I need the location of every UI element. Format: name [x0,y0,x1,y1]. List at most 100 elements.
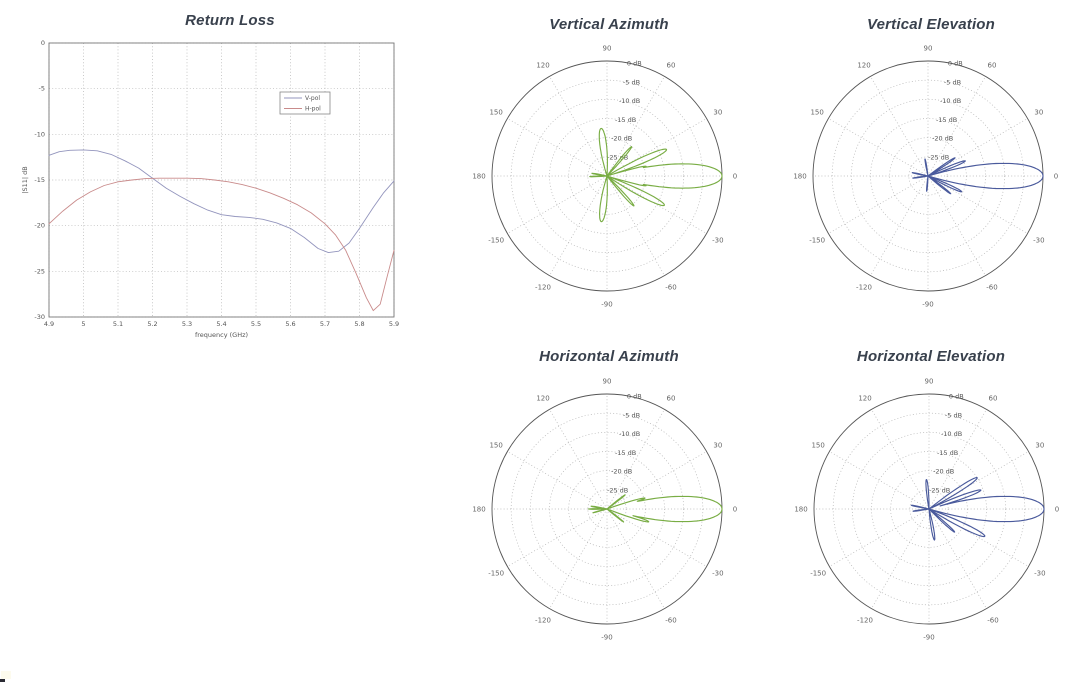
polar-spoke [828,175,929,234]
radiation-pattern-path [589,127,723,223]
corner-artifact [0,671,11,682]
polar-ring [549,451,665,567]
polar-spoke [507,118,608,177]
y-tick-label: -5 [39,85,45,93]
polar-ring [529,98,685,254]
angle-tick-label: -60 [987,616,998,624]
angle-tick-label: 150 [489,109,502,117]
db-tick-label: -5 dB [945,411,962,419]
polar-ring [549,118,665,234]
x-tick-label: 5.2 [147,320,157,328]
y-tick-label: -20 [34,222,45,230]
angle-tick-label: 60 [988,62,997,70]
db-tick-label: 0 dB [627,393,642,401]
angle-tick-label: -90 [922,301,933,309]
db-tick-label: -15 dB [936,116,957,124]
db-tick-label: -20 dB [611,468,632,476]
vertical-azimuth-polar-plot: 0 30 60 90 120 150 180 -150 -120 -90 -60 -30 0 dB -5 … [472,45,737,309]
polar-ring [890,470,968,548]
db-tick-label: -10 dB [619,430,640,438]
angle-tick-label: 90 [603,45,612,53]
vertical-elevation-title: Vertical Elevation [866,16,996,33]
angle-tick-label: 120 [536,395,549,403]
angle-labels: 0 30 60 90 120 150 180 -150 -120 -90 -60 -30 [472,45,737,309]
polar-ring [568,470,646,548]
angle-tick-label: 0 [733,173,737,181]
horizontal-elevation-polar-plot: 0 30 60 90 120 150 180 -150 -120 -90 -60 -30 0 dB -5 … [794,378,1059,642]
polar-ring [832,412,1026,606]
angle-tick-label: 150 [489,442,502,450]
series-h-pol-line [48,177,395,312]
x-tick-label: 5.5 [251,320,261,328]
db-tick-label: -5 dB [623,78,640,86]
angle-tick-label: 120 [857,62,870,70]
polar-ring [851,431,1007,587]
db-labels: 0 dB -5 dB -10 dB -15 dB -20 dB -25 dB [607,393,642,495]
polar-spoke [870,175,929,276]
y-tick-label: -10 [34,130,45,138]
angle-tick-label: 60 [667,62,676,70]
polar-spoke [549,508,608,609]
angle-tick-label: -120 [857,616,873,624]
y-tick-label: -30 [34,313,45,321]
angle-tick-label: 0 [733,506,737,514]
angle-tick-label: 0 [1054,173,1058,181]
legend-label: V-pol [305,95,320,102]
angle-tick-label: 150 [810,109,823,117]
polar-ring [831,79,1025,273]
legend: V-pol H-pol [279,91,331,115]
angle-tick-label: 30 [1034,109,1043,117]
polar-ring [871,451,987,567]
angle-tick-label: 120 [536,62,549,70]
x-tick-label: 5.9 [389,320,399,328]
legend-label: H-pol [305,106,321,113]
angle-tick-label: 180 [472,173,485,181]
polar-ring [510,79,704,273]
angle-tick-label: -30 [1033,237,1044,245]
polar-spoke [507,175,608,234]
angle-tick-label: -60 [665,616,676,624]
db-tick-label: 0 dB [949,393,964,401]
angle-tick-label: 60 [667,395,676,403]
angle-tick-label: -120 [856,283,872,291]
horizontal-azimuth-title: Horizontal Azimuth [539,348,679,365]
polar-spoke [829,451,930,510]
db-tick-label: -25 dB [607,486,628,494]
polar-spoke [507,451,608,510]
angle-tick-label: -120 [535,283,551,291]
angle-tick-label: 90 [603,378,612,386]
angle-tick-label: -30 [712,237,723,245]
angle-tick-label: -90 [601,634,612,642]
angle-tick-label: -150 [810,570,826,578]
angle-tick-label: 90 [924,45,933,53]
return-loss-plot: 4.9 5 5.1 5.2 5.3 5.4 5.5 5.6 5.7 5.8 5.9 0 -5 -10 -15… [21,39,399,339]
db-tick-label: -15 dB [615,116,636,124]
angle-tick-label: 0 [1055,506,1059,514]
angle-tick-label: -150 [488,237,504,245]
angle-labels: 0 30 60 90 120 150 180 -150 -120 -90 -60 -30 [793,45,1058,309]
polar-spoke [549,175,608,276]
angle-tick-label: 120 [858,395,871,403]
angle-tick-label: 180 [794,506,807,514]
db-tick-label: -10 dB [940,97,961,105]
db-tick-label: -15 dB [615,449,636,457]
polar-ring [889,137,967,215]
polar-spoke [871,508,930,609]
polar-ring [870,118,986,234]
x-tick-label: 5.1 [113,320,123,328]
radiation-pattern-path [911,157,1044,195]
polar-spoke [606,175,707,234]
angle-tick-label: -60 [665,283,676,291]
x-tick-label: 5.4 [216,320,226,328]
polar-spoke [829,508,930,567]
y-tick-label: 0 [41,39,45,47]
horizontal-azimuth-polar-plot: 0 30 60 90 120 150 180 -150 -120 -90 -60 -30 0 dB -5 … [472,378,737,642]
x-tick-label: 5.3 [182,320,192,328]
polar-spoke [606,508,665,609]
db-tick-label: -25 dB [929,486,950,494]
x-tick-label: 5.8 [354,320,364,328]
polar-ring [529,431,685,587]
radiation-pattern-path [910,477,1045,541]
angle-labels: 0 30 60 90 120 150 180 -150 -120 -90 -60 -30 [794,378,1059,642]
